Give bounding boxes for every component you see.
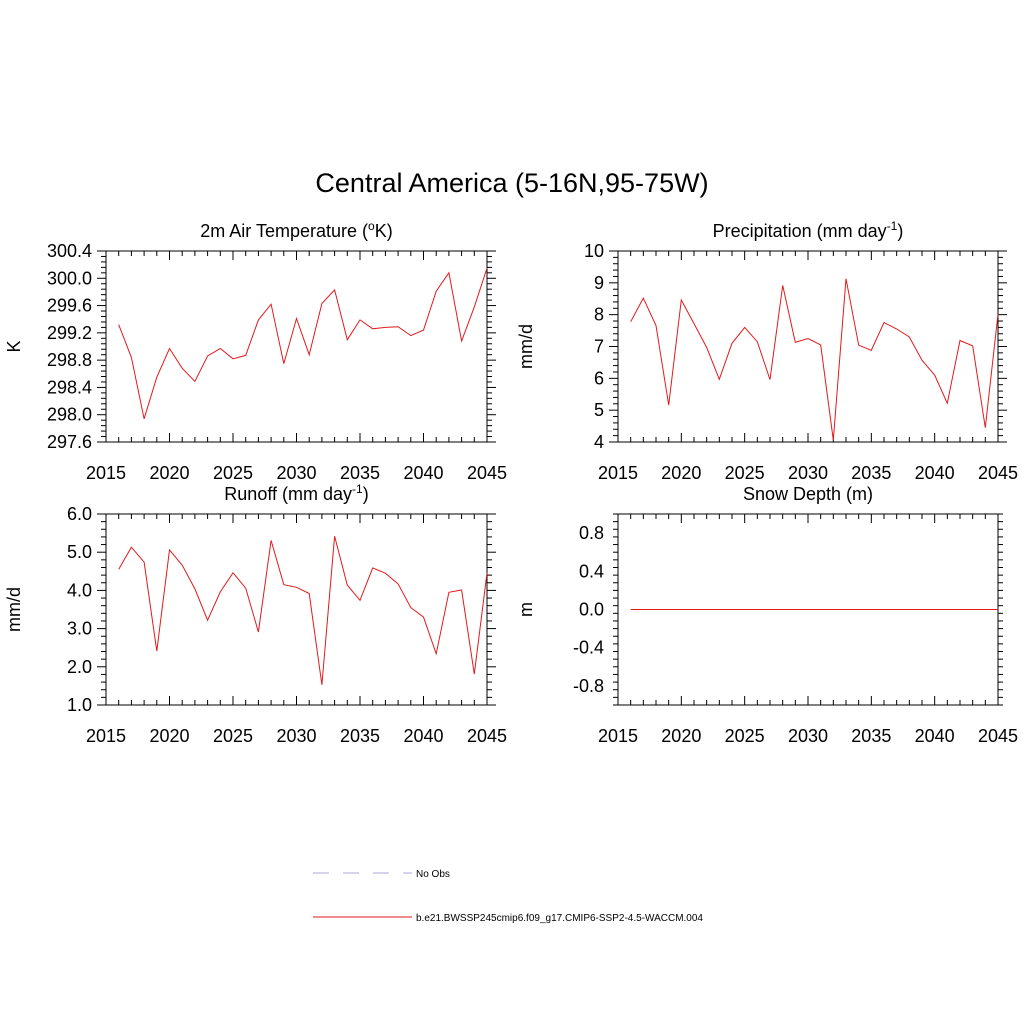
y-tick-label: 298.4 — [47, 377, 92, 397]
plot-frame — [105, 250, 488, 443]
y-tick-label: 2.0 — [67, 657, 92, 677]
y-tick-label: 9 — [594, 273, 604, 293]
y-tick-label: 299.2 — [47, 323, 92, 343]
x-tick-label: 2040 — [915, 726, 955, 746]
y-tick-label: 0.4 — [579, 561, 604, 581]
x-tick-label: 2035 — [340, 726, 380, 746]
legend-label-1: No Obs — [416, 869, 450, 880]
panel-title: Runoff (mm day-1) — [224, 482, 368, 504]
y-tick-label: -0.4 — [573, 638, 604, 658]
x-tick-label: 2045 — [978, 726, 1018, 746]
x-tick-label: 2035 — [340, 463, 380, 483]
x-tick-label: 2020 — [661, 463, 701, 483]
series-line — [630, 278, 999, 441]
panel-title: Precipitation (mm day-1) — [713, 219, 904, 241]
x-tick-label: 2025 — [213, 726, 253, 746]
x-tick-label: 2025 — [213, 463, 253, 483]
x-tick-label: 2035 — [851, 463, 891, 483]
legend-label-2: b.e21.BWSSP245cmip6.f09_g17.CMIP6-SSP2-4… — [416, 913, 703, 924]
y-axis-label: mm/d — [516, 324, 536, 369]
series-line — [118, 536, 488, 685]
panel-title: Snow Depth (m) — [743, 484, 873, 504]
y-tick-label: 7 — [594, 337, 604, 357]
y-tick-label: 299.6 — [47, 296, 92, 316]
panel-2: Precipitation (mm day-1) mm/d 2015 2020 2025… — [516, 219, 1018, 483]
x-tick-label: 2020 — [149, 463, 189, 483]
y-tick-label: 1.0 — [67, 695, 92, 715]
y-tick-label: 0.0 — [579, 600, 604, 620]
x-tick-label: 2030 — [276, 726, 316, 746]
x-tick-label: 2030 — [276, 463, 316, 483]
y-axis-label: mm/d — [4, 587, 24, 632]
x-tick-label: 2015 — [86, 463, 126, 483]
y-tick-label: 3.0 — [67, 619, 92, 639]
x-tick-label: 2030 — [788, 726, 828, 746]
x-tick-label: 2030 — [788, 463, 828, 483]
panel-1: 2m Air Temperature (oK) K 2015 2020 2025 2030… — [4, 219, 507, 483]
y-tick-label: -0.8 — [573, 676, 604, 696]
y-tick-label: 10 — [584, 241, 604, 261]
y-tick-label: 298.8 — [47, 350, 92, 370]
y-tick-label: 5.0 — [67, 542, 92, 562]
y-axis-label: K — [4, 340, 24, 352]
x-tick-label: 2045 — [978, 463, 1018, 483]
x-tick-label: 2020 — [149, 726, 189, 746]
x-tick-label: 2025 — [725, 463, 765, 483]
y-tick-label: 300.4 — [47, 241, 92, 261]
y-tick-label: 0.8 — [579, 523, 604, 543]
panel-4: Snow Depth (m) m 2015 2020 2025 2030 2035 2040 2… — [516, 484, 1018, 746]
x-tick-label: 2040 — [403, 726, 443, 746]
y-tick-label: 6 — [594, 368, 604, 388]
y-tick-label: 4 — [594, 432, 604, 452]
x-tick-label: 2025 — [725, 726, 765, 746]
x-tick-label: 2020 — [661, 726, 701, 746]
x-tick-label: 2015 — [598, 726, 638, 746]
y-tick-label: 298.0 — [47, 405, 92, 425]
x-tick-label: 2015 — [86, 726, 126, 746]
y-axis-label: m — [516, 602, 536, 617]
plot-frame — [105, 513, 488, 706]
y-tick-label: 300.0 — [47, 268, 92, 288]
x-tick-label: 2035 — [851, 726, 891, 746]
legend: No Obs b.e21.BWSSP245cmip6.f09_g17.CMIP6-… — [313, 869, 703, 924]
x-tick-label: 2045 — [467, 726, 507, 746]
panel-3: Runoff (mm day-1) mm/d 2015 2020 2025 2030 203… — [4, 482, 507, 746]
x-tick-label: 2015 — [598, 463, 638, 483]
plot-frame — [617, 250, 999, 443]
x-tick-label: 2045 — [467, 463, 507, 483]
x-tick-label: 2040 — [403, 463, 443, 483]
x-tick-label: 2040 — [915, 463, 955, 483]
panel-title: 2m Air Temperature (oK) — [200, 219, 392, 241]
y-tick-label: 8 — [594, 305, 604, 325]
y-tick-label: 297.6 — [47, 432, 92, 452]
y-tick-label: 6.0 — [67, 504, 92, 524]
series-line — [118, 267, 488, 419]
y-tick-label: 4.0 — [67, 580, 92, 600]
y-tick-label: 5 — [594, 400, 604, 420]
page-title: Central America (5-16N,95-75W) — [315, 168, 709, 198]
